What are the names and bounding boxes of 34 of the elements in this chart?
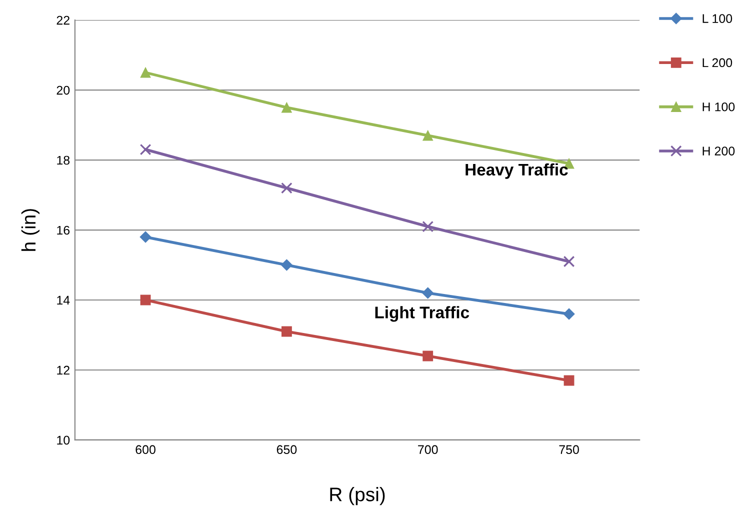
y-tick-label: 20 — [56, 86, 70, 95]
legend-label: L 200 — [702, 58, 732, 68]
x-tick-label: 600 — [136, 445, 156, 454]
x-tick-label: 700 — [418, 445, 438, 454]
y-tick-label: 14 — [57, 296, 70, 305]
point — [140, 67, 151, 78]
point — [281, 102, 292, 113]
point — [140, 231, 152, 243]
y-tick-label: 10 — [57, 436, 70, 445]
point — [280, 182, 292, 194]
annotation: Light Traffic — [375, 306, 470, 322]
point — [140, 294, 151, 306]
legend-label: H 100 — [702, 102, 735, 112]
point — [140, 144, 152, 156]
point — [422, 130, 434, 141]
point — [563, 256, 575, 268]
point — [422, 220, 434, 232]
x-tick-label: 650 — [276, 445, 297, 454]
x-axis-title: R (psi) — [330, 487, 385, 506]
point — [564, 375, 574, 386]
y-tick-label: 16 — [57, 226, 70, 235]
point — [281, 326, 292, 337]
legend-label: L 100 — [702, 14, 732, 23]
y-tick-label: 12 — [57, 366, 70, 375]
point — [563, 308, 575, 320]
y-tick-label: 18 — [57, 156, 70, 165]
x-tick-label: 750 — [559, 445, 579, 454]
y-axis-title: h (in) — [21, 209, 40, 251]
legend-label: H 200 — [702, 146, 735, 156]
point — [422, 287, 434, 299]
annotation: Heavy Traffic — [466, 163, 568, 179]
point — [280, 259, 292, 271]
point — [422, 350, 434, 362]
y-tick-label: 22 — [56, 16, 70, 25]
